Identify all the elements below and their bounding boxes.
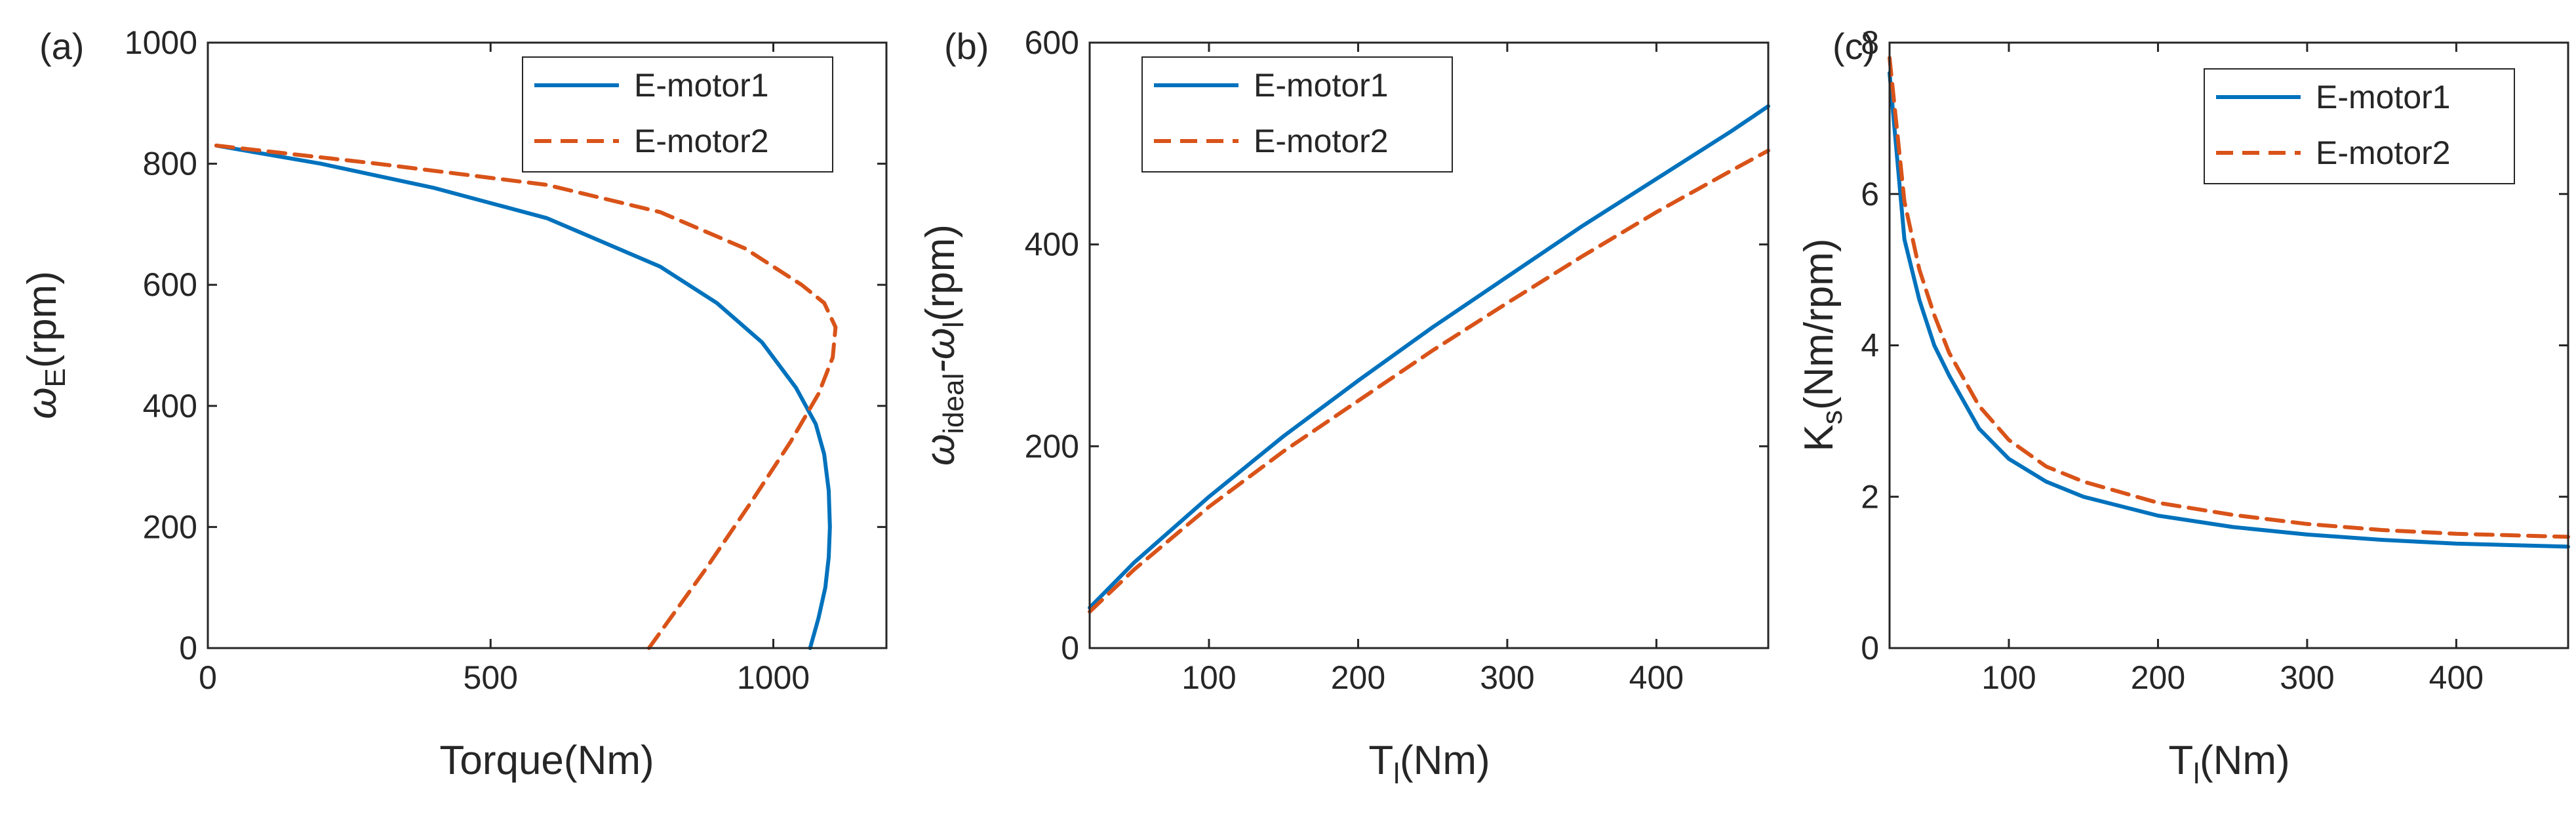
panel-c-legend: E-motor1 E-motor2 (2204, 68, 2515, 184)
panel-b-xtick-label: 100 (1181, 659, 1236, 696)
panel-c-xtick-label: 300 (2280, 659, 2334, 696)
panel-a-axes-box (207, 41, 888, 649)
panel-b-series-1 (1088, 104, 1770, 610)
panel-b-marks (1088, 104, 1770, 614)
panel-b-legend-label-1: E-motor1 (1254, 67, 1389, 104)
panel-c-ylabel: Ks(Nm/rpm) (1796, 238, 1848, 451)
panel-label-c: (c) (1833, 26, 1875, 67)
panel-c-series-1 (1888, 71, 2570, 549)
panel-b-ticks: 100 200 300 400 0 200 400 600 (1025, 24, 1768, 696)
panel-a-ylabel-sub: E (39, 368, 71, 387)
panel-a-xtick-label: 500 (464, 659, 518, 696)
panel-c-legend-label-1: E-motor1 (2316, 79, 2451, 115)
panel-a-legend-box (522, 56, 833, 173)
panel-c-ytick-label: 4 (1861, 327, 1879, 364)
panel-c-legend-box (2204, 68, 2515, 184)
panel-b-axes-box (1088, 41, 1770, 649)
panel-a: (a) 0 500 1000 0 200 400 600 800 1000 Torque(Nm)… (20, 24, 888, 783)
panel-a-legend-label-2: E-motor2 (634, 123, 769, 159)
panel-b-ylabel-sub: ideal (938, 373, 970, 434)
panel-b-ytick-label: 0 (1061, 630, 1079, 666)
panel-a-series-1 (214, 143, 832, 650)
panel-c-ylabel-rest: (Nm/rpm) (1796, 238, 1842, 410)
panel-b-legend-box (1141, 56, 1453, 173)
panel-b-ylabel-rest: (rpm) (918, 224, 963, 321)
panel-a-ticks: 0 500 1000 0 200 400 600 800 1000 (125, 24, 886, 696)
panel-label-a: (a) (39, 26, 84, 67)
panel-a-ytick-label: 800 (143, 146, 197, 182)
panel-c-xlabel-main: T (2168, 738, 2193, 783)
panel-a-ytick-label: 600 (143, 266, 197, 303)
panel-c-ytick-label: 8 (1861, 24, 1879, 61)
panel-c-ylabel-sub: s (1816, 410, 1848, 424)
panel-c-legend-label-2: E-motor2 (2316, 134, 2451, 171)
panel-c-series-2 (1888, 56, 2570, 539)
panel-b-xtick-label: 200 (1331, 659, 1385, 696)
panel-a-xtick-label: 1000 (737, 659, 810, 696)
panel-c-xlabel-sub: l (2193, 758, 2200, 790)
panel-a-ytick-label: 200 (143, 508, 197, 545)
panel-a-ytick-label: 400 (143, 388, 197, 424)
panel-b-ytick-label: 600 (1025, 24, 1079, 61)
panel-c-ytick-label: 2 (1861, 478, 1879, 515)
panel-b-legend-label-2: E-motor2 (1254, 123, 1389, 159)
panel-a-ylabel: ωE(rpm) (20, 271, 71, 419)
panel-a-ytick-label: 1000 (125, 24, 197, 61)
panel-b-ytick-label: 400 (1025, 226, 1079, 263)
panel-b-xtick-label: 300 (1480, 659, 1534, 696)
panel-c-xlabel: Tl(Nm) (2168, 738, 2289, 790)
panel-a-xlabel: Torque(Nm) (439, 738, 654, 783)
panel-c-ytick-label: 0 (1861, 630, 1879, 666)
panel-a-legend: E-motor1 E-motor2 (522, 56, 833, 173)
panel-c-xlabel-rest: (Nm) (2200, 738, 2290, 783)
panel-b-xlabel: Tl(Nm) (1368, 738, 1490, 790)
panel-c-ylabel-main: K (1796, 424, 1842, 451)
panel-b-xlabel-sub: l (1393, 758, 1400, 790)
panel-c-xtick-label: 100 (1981, 659, 2036, 696)
panel-a-ytick-label: 0 (179, 630, 197, 666)
panel-c-xtick-label: 400 (2429, 659, 2484, 696)
panel-label-b: (b) (944, 26, 989, 67)
panel-b-series-2 (1088, 148, 1770, 614)
panel-c-marks (1888, 56, 2570, 549)
panel-a-legend-label-1: E-motor1 (634, 67, 769, 104)
panel-b-xlabel-main: T (1368, 738, 1393, 783)
panel-a-marks (214, 143, 838, 650)
panel-b-ylabel-sub2: l (938, 321, 970, 328)
panel-b-xtick-label: 400 (1629, 659, 1684, 696)
panel-b-ytick-label: 200 (1025, 428, 1079, 464)
panel-c-xtick-label: 200 (2131, 659, 2185, 696)
panel-c-ytick-label: 6 (1861, 176, 1879, 213)
panel-a-xtick-label: 0 (199, 659, 217, 696)
panel-c-ticks: 100 200 300 400 0 2 4 6 8 (1861, 24, 2568, 696)
panel-a-ylabel-rest: (rpm) (20, 271, 65, 368)
panel-b-ylabel: ωideal-ωl(rpm) (918, 224, 970, 466)
panel-b-ylabel-main: ω (918, 434, 963, 466)
panel-b-legend: E-motor1 E-motor2 (1141, 56, 1453, 173)
panel-a-ylabel-main: ω (20, 388, 65, 419)
panel-b-ylabel-mid: -ω (918, 328, 963, 373)
panel-b-xlabel-rest: (Nm) (1400, 738, 1490, 783)
panel-a-series-2 (214, 143, 838, 650)
